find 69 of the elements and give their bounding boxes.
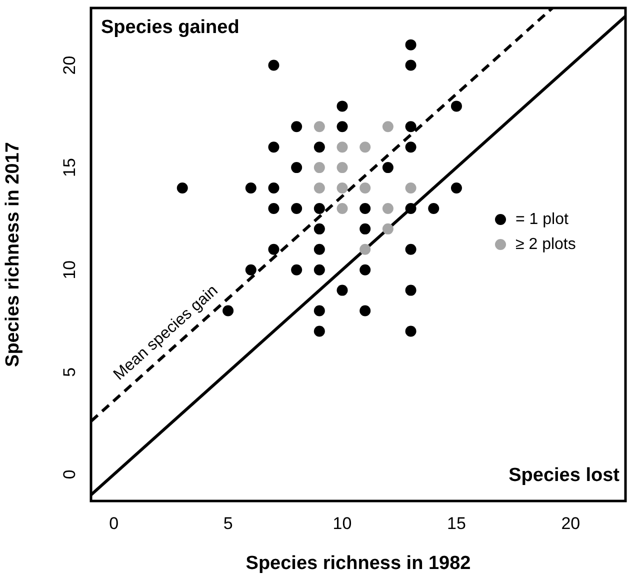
point [450, 100, 462, 112]
point [382, 202, 394, 214]
point [268, 142, 280, 153]
point [382, 121, 394, 132]
annotation: Species lost [508, 465, 620, 486]
point [382, 162, 394, 174]
point [405, 284, 416, 296]
point [360, 305, 371, 316]
point [314, 326, 325, 337]
point [360, 223, 371, 234]
point [405, 121, 416, 132]
x-tick-label: 0 [109, 514, 119, 533]
point [268, 244, 280, 255]
point [336, 284, 348, 296]
point [405, 182, 416, 194]
point [360, 142, 371, 153]
point [245, 264, 256, 276]
legend-label: ≥ 2 plots [516, 236, 576, 253]
point [405, 60, 416, 71]
y-tick-label: 15 [60, 158, 80, 178]
y-axis-title: Species richness in 2017 [2, 142, 24, 367]
point [360, 182, 371, 194]
point [222, 305, 234, 316]
point [291, 162, 302, 174]
x-axis-title: Species richness in 1982 [246, 552, 471, 574]
point [314, 202, 325, 214]
point [336, 121, 348, 132]
point [405, 244, 416, 255]
x-tick-label: 20 [561, 514, 580, 533]
point [268, 202, 280, 214]
point [314, 182, 325, 194]
point [360, 202, 371, 214]
point [336, 182, 348, 194]
point [314, 142, 325, 153]
point [245, 182, 256, 194]
point [176, 182, 188, 194]
point [314, 223, 325, 234]
legend-label: = 1 plot [516, 210, 569, 228]
point [405, 39, 416, 50]
point [314, 121, 325, 132]
point [382, 223, 394, 234]
y-tick-label: 5 [60, 367, 80, 377]
point [291, 264, 302, 276]
point [314, 264, 325, 276]
point [336, 162, 348, 174]
x-tick-label: 10 [332, 514, 352, 533]
point [336, 100, 348, 112]
point [405, 142, 416, 153]
annotation: Species gained [101, 17, 240, 38]
point [428, 202, 440, 214]
point [360, 264, 371, 276]
point [405, 326, 416, 337]
point [314, 162, 325, 174]
point [291, 121, 302, 132]
point [291, 202, 302, 214]
point [336, 202, 348, 214]
y-tick-label: 10 [60, 260, 80, 280]
point [360, 244, 371, 255]
point [314, 305, 325, 316]
point [268, 182, 280, 194]
point [450, 182, 462, 194]
y-tick-label: 0 [60, 470, 80, 480]
x-tick-label: 5 [223, 514, 233, 533]
point [336, 142, 348, 153]
point [314, 244, 325, 255]
y-tick-label: 20 [60, 56, 80, 75]
point [268, 60, 280, 71]
point [405, 202, 416, 214]
x-tick-label: 15 [447, 514, 466, 533]
